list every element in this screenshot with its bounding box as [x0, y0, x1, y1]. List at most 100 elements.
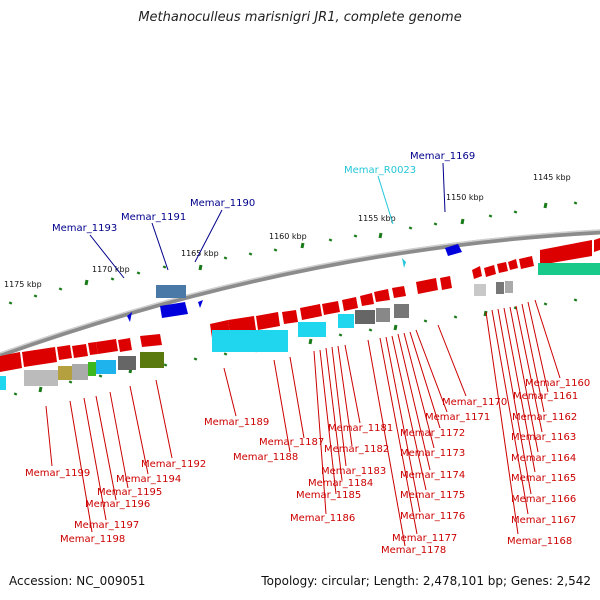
scale-tick: [8, 301, 13, 305]
gene-arrow: [0, 352, 22, 372]
gene-label: Memar_1192: [141, 459, 206, 470]
scale-tick: [408, 226, 413, 230]
function-boxes: [0, 263, 600, 390]
leader-line: [385, 336, 421, 513]
scale-tick: [328, 238, 333, 242]
leader-line: [397, 333, 431, 471]
leader-line: [83, 397, 107, 521]
gene-arrow: [57, 345, 72, 360]
leader-line: [129, 385, 149, 475]
leader-line: [194, 209, 223, 263]
gene-label: Memar_1164: [511, 453, 576, 464]
leader-line: [415, 329, 448, 413]
gene-arrow: [160, 302, 188, 318]
top-leaders: [89, 162, 446, 279]
scale-label: 1155 kbp: [358, 214, 396, 223]
gene-block: [156, 285, 186, 298]
leader-line: [344, 344, 361, 424]
gene-label: Memar_1183: [321, 466, 386, 477]
leader-line: [534, 299, 561, 379]
scale-tick: [488, 214, 493, 218]
gene-arrow: [445, 244, 462, 256]
gene-arrow: [118, 338, 132, 352]
inner-tick: [573, 298, 578, 302]
gene-label: Memar_1189: [204, 417, 269, 428]
function-box: [505, 281, 513, 293]
gene-label: Memar_1171: [425, 412, 490, 423]
gene-label: Memar_1199: [25, 468, 90, 479]
scale-tick: [573, 201, 578, 205]
gene-arrow: [392, 286, 406, 298]
gene-arrow: [416, 278, 438, 294]
gene-arrow: [519, 256, 534, 269]
function-box: [496, 282, 504, 294]
inner-tick-major: [38, 386, 43, 393]
gene-label: Memar_1163: [511, 432, 576, 443]
leader-line: [377, 175, 394, 225]
inner-tick-major: [483, 310, 488, 317]
function-box: [212, 330, 288, 352]
gene-arrow: [228, 316, 256, 334]
function-box: [24, 370, 58, 386]
inner-tick: [453, 315, 458, 319]
gene-arrow: [497, 262, 508, 273]
gene-label: Memar_1168: [507, 536, 572, 547]
leader-line: [509, 306, 539, 453]
leader-line: [331, 346, 347, 467]
inner-tick: [338, 333, 343, 337]
inner-tick: [223, 352, 228, 356]
gene-arrow: [472, 266, 482, 279]
leader-line: [367, 339, 406, 547]
scale-tick: [33, 294, 38, 298]
leader-line: [409, 331, 441, 429]
gene-arrow: [322, 301, 340, 315]
gene-label: Memar_1166: [511, 494, 576, 505]
gene-label: Memar_1193: [52, 223, 117, 234]
function-box: [394, 304, 409, 318]
scale-tick: [58, 287, 63, 291]
scale-label: 1175 kbp: [4, 280, 42, 289]
accession-label: Accession: NC_009051: [9, 574, 146, 588]
scale-tick-major: [300, 242, 305, 249]
leader-line: [155, 379, 173, 459]
scale-tick-major: [378, 232, 383, 239]
gene-label: Memar_1177: [392, 533, 457, 544]
map-title: Methanoculleus marisnigri JR1, complete …: [138, 10, 462, 25]
gene-label: Memar_1178: [381, 545, 446, 556]
inner-tick: [13, 392, 18, 396]
forward-genes: [0, 238, 600, 372]
gene-label: Memar_1169: [410, 151, 475, 162]
topology-label: Topology: circular; Length: 2,478,101 bp…: [261, 574, 591, 588]
gene-label: Memar_1188: [233, 452, 298, 463]
genome-backbone-highlight: [0, 229, 600, 354]
scale-tick: [273, 248, 278, 252]
scale-tick-major: [543, 202, 548, 209]
gene-label: Memar_1182: [324, 444, 389, 455]
scale-tick: [136, 271, 141, 275]
gene-label: Memar_1196: [85, 499, 150, 510]
gene-label: Memar_R0023: [344, 165, 416, 176]
function-box: [298, 322, 326, 337]
function-box: [538, 263, 600, 275]
leader-line: [485, 311, 519, 535]
bottom-leaders: [45, 299, 561, 547]
gene-label: Memar_1170: [442, 397, 507, 408]
leader-line: [527, 301, 549, 393]
inner-tick-major: [308, 338, 313, 345]
gene-label: Memar_1174: [400, 470, 465, 481]
function-box: [355, 310, 375, 324]
scale-label: 1160 kbp: [269, 232, 307, 241]
rna-arrow: [402, 258, 406, 268]
function-box: [0, 376, 6, 390]
gene-arrow: [360, 293, 374, 306]
function-box: [88, 362, 96, 376]
function-box: [96, 360, 116, 374]
leader-line: [437, 324, 467, 397]
leader-line: [337, 345, 353, 447]
scale-tick: [353, 234, 358, 238]
gene-label: Memar_1194: [116, 474, 181, 485]
leader-line: [515, 305, 543, 433]
gene-label: Memar_1172: [400, 428, 465, 439]
inner-tick: [68, 380, 73, 384]
gene-arrow: [374, 289, 390, 302]
